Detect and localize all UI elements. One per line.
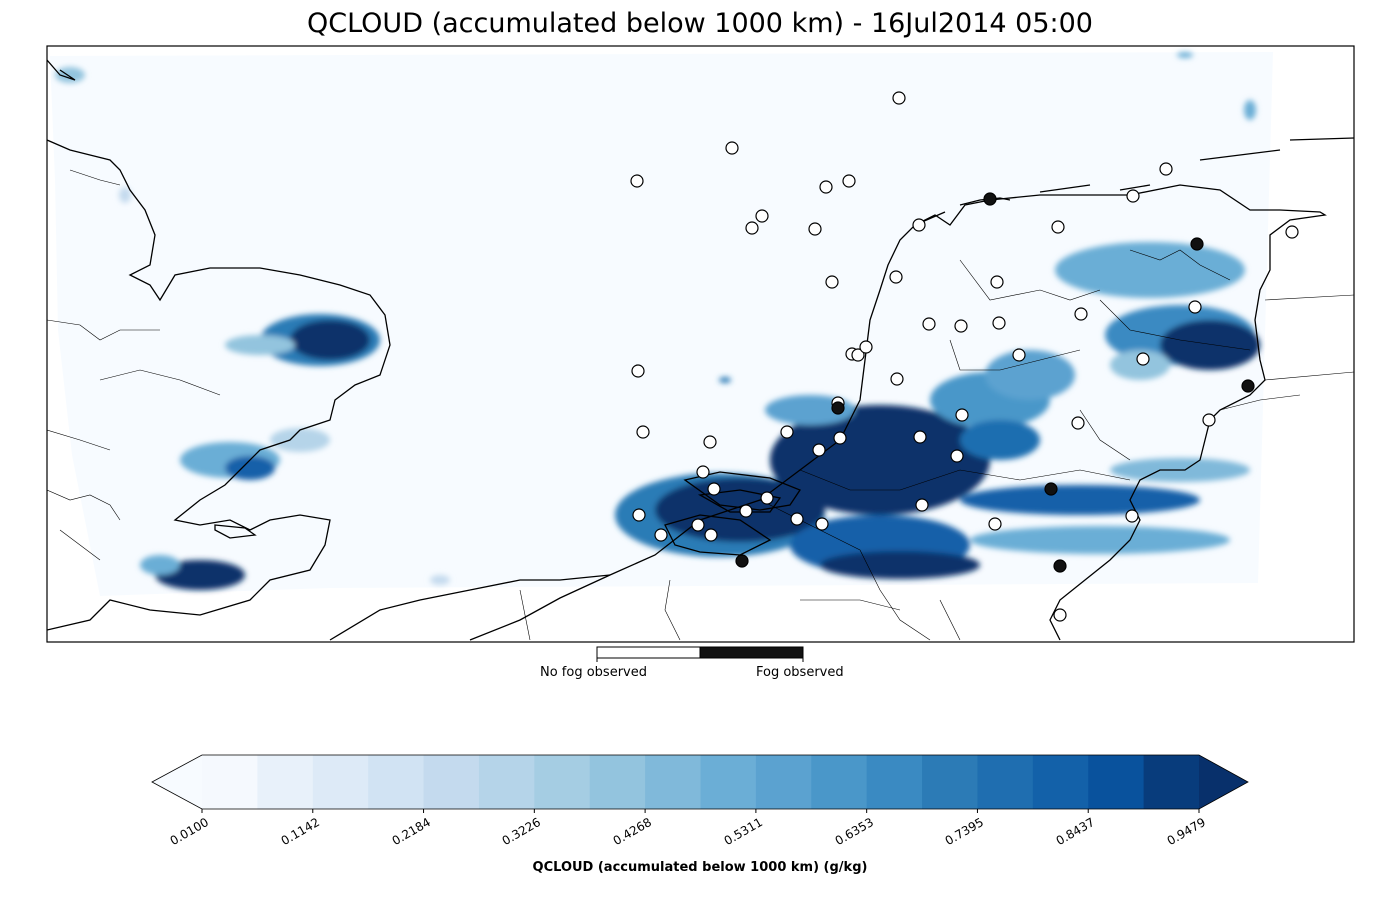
map-title: QCLOUD (accumulated below 1000 km) - 16J… <box>307 8 1093 39</box>
colorbar-segment <box>922 755 979 809</box>
station-no-fog-marker <box>992 316 1006 330</box>
colorbar-segment <box>811 755 868 809</box>
station-no-fog-marker <box>819 180 833 194</box>
fog-legend <box>596 646 804 662</box>
station-no-fog-marker <box>707 482 721 496</box>
station-no-fog-marker <box>890 372 904 386</box>
station-no-fog-marker <box>1012 348 1026 362</box>
station-no-fog-marker <box>815 517 829 531</box>
station-no-fog-marker <box>632 508 646 522</box>
station-no-fog-marker <box>691 518 705 532</box>
no-fog-swatch <box>596 646 701 659</box>
station-no-fog-marker <box>1126 189 1140 203</box>
colorbar-segment <box>977 755 1034 809</box>
station-no-fog-marker <box>1188 300 1202 314</box>
station-no-fog-marker <box>1125 509 1139 523</box>
station-fog-marker <box>1053 559 1067 573</box>
station-fog-marker <box>1044 482 1058 496</box>
station-no-fog-marker <box>988 517 1002 531</box>
station-no-fog-marker <box>1053 608 1067 622</box>
station-fog-marker <box>1241 379 1255 393</box>
station-no-fog-marker <box>745 221 759 235</box>
station-no-fog-marker <box>812 443 826 457</box>
station-no-fog-marker <box>755 209 769 223</box>
map-frame <box>46 45 1355 643</box>
colorbar-segment <box>755 755 812 809</box>
fog-label: Fog observed <box>756 665 844 680</box>
station-no-fog-marker <box>1159 162 1173 176</box>
colorbar-segment <box>1032 755 1089 809</box>
station-no-fog-marker <box>913 430 927 444</box>
colorbar-over-extension <box>1199 755 1248 809</box>
station-no-fog-marker <box>739 504 753 518</box>
station-no-fog-marker <box>1285 225 1299 239</box>
station-no-fog-marker <box>725 141 739 155</box>
colorbar-segment <box>589 755 646 809</box>
colorbar-under-extension <box>152 755 202 809</box>
colorbar-segment <box>645 755 702 809</box>
station-no-fog-marker <box>1136 352 1150 366</box>
station-no-fog-marker <box>859 340 873 354</box>
coastlines <box>47 59 1354 641</box>
station-no-fog-marker <box>922 317 936 331</box>
colorbar-segment <box>368 755 425 809</box>
station-no-fog-marker <box>704 528 718 542</box>
station-fog-marker <box>983 192 997 206</box>
station-no-fog-marker <box>636 425 650 439</box>
station-no-fog-marker <box>630 174 644 188</box>
station-no-fog-marker <box>912 218 926 232</box>
colorbar <box>151 754 1249 813</box>
station-no-fog-marker <box>780 425 794 439</box>
station-fog-marker <box>735 554 749 568</box>
country-borders <box>47 169 1354 641</box>
station-no-fog-marker <box>631 364 645 378</box>
station-no-fog-marker <box>889 270 903 284</box>
station-no-fog-marker <box>990 275 1004 289</box>
colorbar-segment <box>202 755 258 809</box>
station-no-fog-marker <box>696 465 710 479</box>
station-no-fog-marker <box>825 275 839 289</box>
colorbar-segment <box>312 755 369 809</box>
station-no-fog-marker <box>790 512 804 526</box>
station-no-fog-marker <box>1051 220 1065 234</box>
station-no-fog-marker <box>833 431 847 445</box>
station-no-fog-marker <box>1074 307 1088 321</box>
station-fog-marker <box>1190 237 1204 251</box>
station-no-fog-marker <box>760 491 774 505</box>
station-no-fog-marker <box>851 348 865 362</box>
station-no-fog-marker <box>808 222 822 236</box>
colorbar-segment <box>700 755 757 809</box>
station-fog-marker <box>831 401 845 415</box>
colorbar-segment <box>1143 755 1200 809</box>
colorbar-segment <box>534 755 591 809</box>
colorbar-segment <box>866 755 923 809</box>
fog-swatch <box>699 646 804 659</box>
no-fog-label: No fog observed <box>540 665 647 680</box>
station-no-fog-marker <box>954 319 968 333</box>
colorbar-segment <box>257 755 314 809</box>
station-markers <box>630 91 1299 622</box>
map-area <box>47 46 1354 642</box>
station-no-fog-marker <box>915 498 929 512</box>
station-no-fog-marker <box>1202 413 1216 427</box>
station-no-fog-marker <box>842 174 856 188</box>
station-no-fog-marker <box>955 408 969 422</box>
colorbar-segment <box>1088 755 1145 809</box>
station-no-fog-marker <box>654 528 668 542</box>
colorbar-segment <box>478 755 535 809</box>
colorbar-segment <box>423 755 480 809</box>
colorbar-label: QCLOUD (accumulated below 1000 km) (g/kg… <box>532 860 868 875</box>
station-no-fog-marker <box>1071 416 1085 430</box>
station-no-fog-marker <box>950 449 964 463</box>
station-no-fog-marker <box>703 435 717 449</box>
station-no-fog-marker <box>892 91 906 105</box>
